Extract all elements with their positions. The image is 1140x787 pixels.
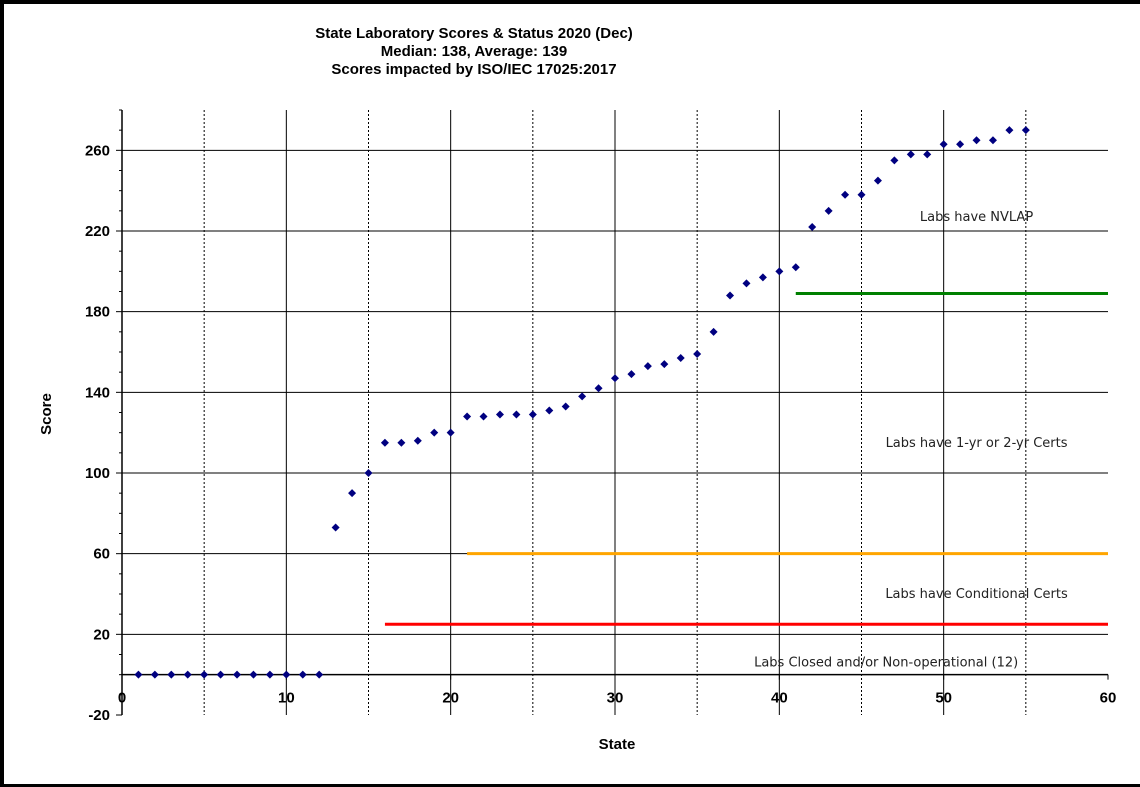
- y-tick-label: 260: [85, 142, 110, 159]
- data-point: [923, 150, 932, 159]
- data-point: [495, 410, 504, 419]
- data-point: [446, 428, 455, 437]
- data-point: [430, 428, 439, 437]
- data-point: [594, 384, 603, 393]
- data-point: [561, 402, 570, 411]
- data-point: [808, 222, 817, 231]
- data-point: [298, 670, 307, 679]
- chart-title-line-3: Scores impacted by ISO/IEC 17025:2017: [331, 61, 616, 78]
- tick-labels: -20 20 60 100 140 180 220 260 0 10 20 30 40 50 60: [85, 142, 1116, 724]
- data-point: [709, 327, 718, 336]
- data-point: [726, 291, 735, 300]
- chart-title-line-1: State Laboratory Scores & Status 2020 (D…: [315, 25, 633, 42]
- data-point: [134, 670, 143, 679]
- data-point: [627, 370, 636, 379]
- data-point: [956, 140, 965, 149]
- data-point: [1005, 126, 1014, 135]
- y-tick-label: 220: [85, 223, 110, 240]
- x-tick-label: 0: [118, 690, 126, 707]
- data-points: [134, 126, 1030, 679]
- data-point: [890, 156, 899, 165]
- annotation-label: Labs Closed and/or Non-operational (12): [754, 656, 1018, 671]
- data-point: [150, 670, 159, 679]
- data-point: [200, 670, 209, 679]
- data-point: [315, 670, 324, 679]
- data-point: [545, 406, 554, 415]
- annotation-label: Labs have NVLAP: [920, 210, 1033, 225]
- data-point: [857, 190, 866, 199]
- y-tick-label: 100: [85, 465, 110, 482]
- data-point: [397, 438, 406, 447]
- data-point: [463, 412, 472, 421]
- data-point: [282, 670, 291, 679]
- data-point: [479, 412, 488, 421]
- data-point: [611, 374, 619, 383]
- data-point: [167, 670, 176, 679]
- data-point: [249, 670, 258, 679]
- chart-title-line-2: Median: 138, Average: 139: [381, 43, 567, 60]
- y-tick-label: 140: [85, 384, 110, 401]
- data-point: [988, 136, 997, 145]
- data-point: [528, 410, 537, 419]
- x-tick-label: 10: [278, 690, 295, 707]
- grid-lines: [122, 110, 1108, 715]
- x-tick-label: 30: [607, 690, 624, 707]
- data-point: [676, 354, 685, 363]
- data-point: [364, 469, 373, 477]
- y-tick-label: 180: [85, 304, 110, 321]
- data-point: [758, 273, 767, 282]
- y-tick-label: -20: [88, 707, 110, 724]
- data-point: [578, 392, 587, 401]
- data-point: [413, 436, 422, 445]
- x-tick-label: 60: [1100, 690, 1117, 707]
- data-point: [183, 670, 192, 679]
- data-point: [972, 136, 981, 145]
- data-point: [873, 176, 882, 185]
- x-axis-label: State: [599, 736, 636, 753]
- x-tick-label: 50: [935, 690, 952, 707]
- annotations: Labs have NVLAP Labs have 1-yr or 2-yr Ce…: [754, 210, 1068, 671]
- data-point: [660, 360, 669, 369]
- data-point: [939, 140, 948, 149]
- data-point: [380, 438, 389, 447]
- y-tick-label: 20: [93, 626, 110, 643]
- data-point: [1021, 126, 1030, 135]
- x-tick-label: 20: [442, 690, 459, 707]
- data-point: [742, 279, 751, 288]
- data-point: [841, 190, 850, 199]
- data-point: [233, 670, 242, 679]
- y-tick-label: 60: [93, 546, 110, 563]
- annotation-label: Labs have 1-yr or 2-yr Certs: [886, 436, 1068, 451]
- data-point: [348, 489, 357, 498]
- data-point: [331, 523, 340, 532]
- annotation-label: Labs have Conditional Certs: [885, 587, 1068, 602]
- data-point: [775, 267, 784, 276]
- data-point: [693, 350, 702, 359]
- data-point: [265, 670, 274, 679]
- data-point: [512, 410, 521, 419]
- y-axis-label: Score: [38, 393, 55, 435]
- data-point: [643, 362, 652, 371]
- data-point: [216, 670, 225, 679]
- threshold-lines: [384, 292, 1108, 626]
- data-point: [791, 263, 800, 272]
- data-point: [906, 150, 915, 159]
- x-tick-label: 40: [771, 690, 788, 707]
- data-point: [824, 206, 833, 215]
